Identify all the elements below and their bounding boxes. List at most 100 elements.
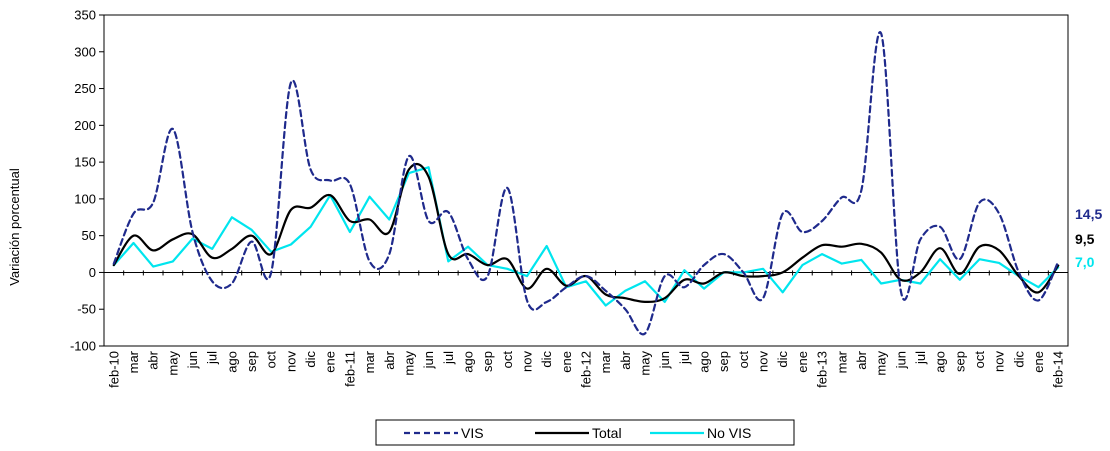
data-point-vis xyxy=(880,32,882,34)
series-line-vis xyxy=(112,31,1060,336)
data-point-no-vis xyxy=(703,287,705,289)
data-point-total xyxy=(782,271,784,273)
x-tick-label: ene xyxy=(795,351,810,373)
data-point-total xyxy=(250,234,252,236)
y-tick-label: 350 xyxy=(74,8,96,23)
data-point-vis xyxy=(152,201,154,203)
y-axis-title: Variación porcentual xyxy=(7,168,22,286)
x-tick-label: jul xyxy=(677,351,692,365)
x-tick-label: oct xyxy=(736,351,751,369)
x-tick-label: nov xyxy=(756,351,771,372)
data-point-total xyxy=(644,301,646,303)
x-tick-label: may xyxy=(874,351,889,376)
data-point-vis xyxy=(782,212,784,214)
data-point-total xyxy=(919,271,921,273)
data-point-vis xyxy=(978,201,980,203)
x-tick-label: dic xyxy=(539,351,554,368)
legend-label-vis: VIS xyxy=(461,425,484,441)
data-point-vis xyxy=(408,155,410,157)
data-point-total xyxy=(624,297,626,299)
data-point-total xyxy=(801,257,803,259)
data-point-total xyxy=(663,297,665,299)
y-tick-label: -50 xyxy=(77,302,96,317)
data-point-total xyxy=(1037,291,1039,293)
legend: VIS Total No VIS xyxy=(375,419,795,446)
end-label-total: 9,5 xyxy=(1075,231,1095,247)
data-point-total xyxy=(467,253,469,255)
x-tick-label: may xyxy=(401,351,416,376)
x-tick-label: ago xyxy=(697,351,712,373)
x-tick-label: jun xyxy=(657,351,672,369)
x-tick-label: mar xyxy=(362,350,377,373)
data-point-total xyxy=(703,282,705,284)
x-tick-label: may xyxy=(638,351,653,376)
x-tick-label: dic xyxy=(1011,351,1026,368)
data-point-no-vis xyxy=(506,268,508,270)
data-point-no-vis xyxy=(368,195,370,197)
data-point-no-vis xyxy=(959,279,961,281)
data-point-no-vis xyxy=(978,258,980,260)
y-tick-label: 200 xyxy=(74,118,96,133)
x-tick-label: oct xyxy=(264,351,279,369)
data-point-no-vis xyxy=(172,260,174,262)
data-point-total xyxy=(880,251,882,253)
data-point-total xyxy=(349,220,351,222)
data-point-vis xyxy=(663,275,665,277)
data-point-total xyxy=(506,258,508,260)
x-tick-label: feb-10 xyxy=(106,351,121,388)
x-tick-label: jul xyxy=(205,351,220,365)
data-point-vis xyxy=(368,260,370,262)
data-point-vis xyxy=(427,220,429,222)
data-point-vis xyxy=(604,290,606,292)
data-point-vis xyxy=(703,264,705,266)
data-point-total xyxy=(368,218,370,220)
x-tick-label: feb-13 xyxy=(815,351,830,388)
x-tick-label: abr xyxy=(146,350,161,369)
data-point-total xyxy=(132,234,134,236)
data-point-vis xyxy=(526,299,528,301)
data-point-no-vis xyxy=(545,245,547,247)
series-line-total xyxy=(112,162,1060,303)
x-tick-label: jun xyxy=(893,351,908,369)
x-tick-label: dic xyxy=(303,351,318,368)
data-point-vis xyxy=(841,196,843,198)
data-point-vis xyxy=(447,211,449,213)
x-tick-label: nov xyxy=(992,351,1007,372)
x-tick-label: abr xyxy=(382,350,397,369)
data-point-vis xyxy=(565,286,567,288)
data-point-total xyxy=(309,207,311,209)
data-point-vis xyxy=(742,271,744,273)
data-point-no-vis xyxy=(663,301,665,303)
series-line-no-vis xyxy=(112,166,1060,307)
data-point-vis xyxy=(113,262,115,264)
data-point-vis xyxy=(506,187,508,189)
x-tick-label: sep xyxy=(480,351,495,372)
data-point-no-vis xyxy=(919,282,921,284)
x-tick-label: jul xyxy=(441,351,456,365)
data-point-vis xyxy=(388,253,390,255)
data-point-no-vis xyxy=(388,218,390,220)
data-point-total xyxy=(329,194,331,196)
data-point-total xyxy=(152,249,154,251)
x-tick-label: ago xyxy=(460,351,475,373)
x-tick-label: feb-11 xyxy=(342,351,357,387)
x-tick-label: jun xyxy=(185,351,200,369)
data-point-vis xyxy=(585,275,587,277)
x-tick-label: abr xyxy=(854,350,869,369)
x-tick-label: may xyxy=(165,351,180,376)
x-tick-label: ago xyxy=(224,351,239,373)
data-point-total xyxy=(172,238,174,240)
data-point-vis xyxy=(919,238,921,240)
data-point-no-vis xyxy=(309,226,311,228)
x-tick-label: jun xyxy=(421,351,436,369)
data-point-total xyxy=(231,248,233,250)
data-point-no-vis xyxy=(683,269,685,271)
data-point-no-vis xyxy=(427,166,429,168)
x-tick-label: mar xyxy=(834,350,849,373)
data-point-no-vis xyxy=(132,242,134,244)
data-point-no-vis xyxy=(250,229,252,231)
end-label-no-vis: 7,0 xyxy=(1075,254,1095,270)
data-point-vis xyxy=(723,253,725,255)
data-point-vis xyxy=(486,275,488,277)
